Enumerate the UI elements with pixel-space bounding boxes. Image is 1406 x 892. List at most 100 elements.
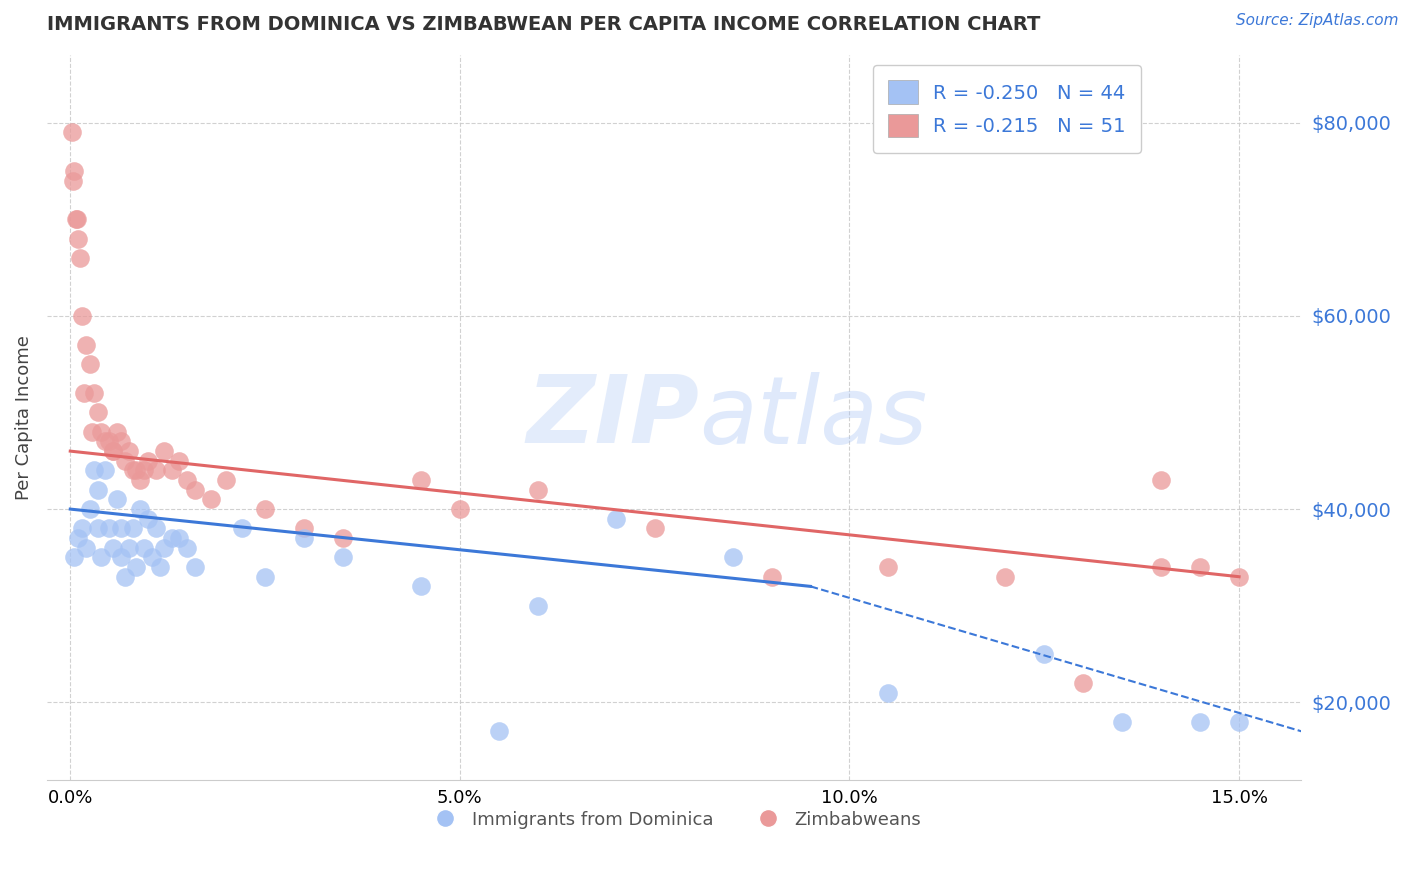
Point — [877, 686, 900, 700]
Point — [409, 579, 432, 593]
Point — [83, 386, 105, 401]
Point — [98, 521, 121, 535]
Point — [145, 521, 167, 535]
Point — [152, 444, 174, 458]
Point — [70, 521, 93, 535]
Point — [184, 560, 207, 574]
Point — [1111, 714, 1133, 729]
Point — [83, 463, 105, 477]
Point — [254, 570, 277, 584]
Point — [114, 570, 136, 584]
Point — [63, 550, 86, 565]
Point — [1150, 560, 1173, 574]
Point — [86, 521, 108, 535]
Point — [94, 434, 117, 449]
Point — [141, 550, 163, 565]
Point — [136, 512, 159, 526]
Point — [75, 338, 97, 352]
Point — [110, 434, 132, 449]
Point — [149, 560, 172, 574]
Point — [176, 541, 198, 555]
Point — [129, 502, 152, 516]
Point — [449, 502, 471, 516]
Text: Source: ZipAtlas.com: Source: ZipAtlas.com — [1236, 13, 1399, 29]
Point — [101, 541, 124, 555]
Point — [169, 531, 191, 545]
Point — [176, 473, 198, 487]
Point — [644, 521, 666, 535]
Point — [1189, 714, 1212, 729]
Point — [121, 463, 143, 477]
Point — [79, 357, 101, 371]
Point — [526, 599, 548, 613]
Point — [877, 560, 900, 574]
Point — [75, 541, 97, 555]
Y-axis label: Per Capita Income: Per Capita Income — [15, 334, 32, 500]
Point — [101, 444, 124, 458]
Point — [721, 550, 744, 565]
Point — [118, 541, 141, 555]
Point — [80, 425, 103, 439]
Point — [94, 463, 117, 477]
Point — [292, 531, 315, 545]
Point — [231, 521, 253, 535]
Point — [90, 425, 112, 439]
Point — [184, 483, 207, 497]
Point — [1189, 560, 1212, 574]
Point — [101, 444, 124, 458]
Point — [160, 463, 183, 477]
Point — [1071, 676, 1094, 690]
Point — [98, 434, 121, 449]
Point — [129, 473, 152, 487]
Point — [152, 541, 174, 555]
Point — [60, 125, 83, 139]
Point — [86, 405, 108, 419]
Point — [254, 502, 277, 516]
Point — [67, 231, 90, 245]
Point — [1150, 473, 1173, 487]
Point — [62, 173, 84, 187]
Text: IMMIGRANTS FROM DOMINICA VS ZIMBABWEAN PER CAPITA INCOME CORRELATION CHART: IMMIGRANTS FROM DOMINICA VS ZIMBABWEAN P… — [46, 15, 1040, 34]
Point — [105, 492, 128, 507]
Point — [114, 454, 136, 468]
Point — [200, 492, 222, 507]
Point — [105, 425, 128, 439]
Point — [526, 483, 548, 497]
Point — [110, 521, 132, 535]
Point — [66, 212, 89, 227]
Point — [145, 463, 167, 477]
Point — [79, 502, 101, 516]
Text: atlas: atlas — [699, 372, 928, 463]
Point — [1033, 647, 1056, 661]
Point — [70, 309, 93, 323]
Point — [409, 473, 432, 487]
Point — [69, 251, 91, 265]
Point — [125, 560, 148, 574]
Point — [215, 473, 238, 487]
Point — [761, 570, 783, 584]
Point — [1227, 714, 1250, 729]
Legend: Immigrants from Dominica, Zimbabweans: Immigrants from Dominica, Zimbabweans — [419, 804, 929, 836]
Point — [65, 212, 87, 227]
Point — [136, 454, 159, 468]
Point — [605, 512, 627, 526]
Point — [160, 531, 183, 545]
Point — [134, 541, 156, 555]
Point — [134, 463, 156, 477]
Point — [292, 521, 315, 535]
Point — [86, 483, 108, 497]
Point — [73, 386, 96, 401]
Point — [67, 531, 90, 545]
Point — [332, 531, 354, 545]
Point — [125, 463, 148, 477]
Point — [332, 550, 354, 565]
Point — [488, 724, 510, 739]
Point — [121, 521, 143, 535]
Point — [118, 444, 141, 458]
Text: ZIP: ZIP — [526, 371, 699, 463]
Point — [63, 164, 86, 178]
Point — [110, 550, 132, 565]
Point — [1227, 570, 1250, 584]
Point — [169, 454, 191, 468]
Point — [994, 570, 1017, 584]
